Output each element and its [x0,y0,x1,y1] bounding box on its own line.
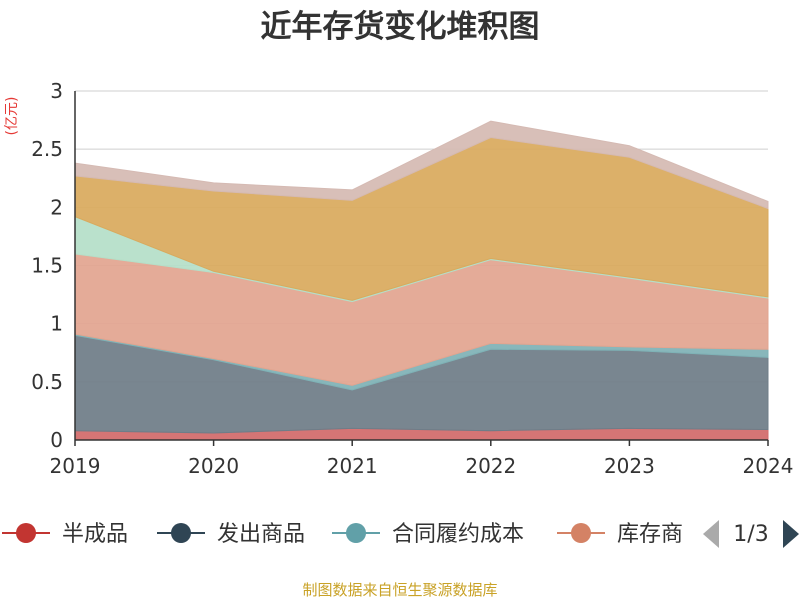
legend-next-page-icon[interactable] [783,520,799,548]
legend-swatch-icon [346,523,366,543]
y-tick-label: 1 [50,312,63,336]
axes: 0 0.5 1 1.5 2 2.5 3 2019 2020 2021 2022 2023 2024 [31,79,793,478]
legend-prev-page-icon[interactable] [703,520,719,548]
y-tick-label: 2 [50,195,63,219]
legend-label: 合同履约成本 [392,522,524,547]
legend-pager: 1/3 [703,520,799,548]
y-tick-label: 0 [50,428,63,452]
chart-title: 近年存货变化堆积图 [261,9,540,45]
x-tick-label: 2021 [327,454,378,478]
legend-page-indicator: 1/3 [733,522,768,547]
y-tick-label: 0.5 [31,370,63,394]
y-axis-label: (亿元) [4,97,20,136]
legend-label: 库存商 [617,522,683,547]
area-other [74,120,769,210]
x-tick-label: 2020 [188,454,239,478]
y-tick-label: 3 [50,79,63,103]
legend-item[interactable]: 库存商 [557,522,683,547]
area-series-group [74,120,769,441]
legend-swatch-icon [16,523,36,543]
y-tick-label: 1.5 [31,254,63,278]
x-tick-label: 2022 [465,454,516,478]
legend-swatch-icon [171,523,191,543]
x-tick-label: 2024 [743,454,794,478]
legend-label: 发出商品 [217,522,305,547]
legend-label: 半成品 [62,522,128,547]
legend-item[interactable]: 半成品 [2,522,128,547]
source-note: 制图数据来自恒生聚源数据库 [302,581,497,599]
x-tick-label: 2019 [50,454,101,478]
legend-item[interactable]: 发出商品 [157,522,305,547]
legend-item[interactable]: 合同履约成本 [332,522,524,547]
y-tick-label: 2.5 [31,137,63,161]
legend-swatch-icon [571,523,591,543]
x-tick-label: 2023 [604,454,655,478]
legend: 半成品 发出商品 合同履约成本 库存商 [2,522,683,547]
